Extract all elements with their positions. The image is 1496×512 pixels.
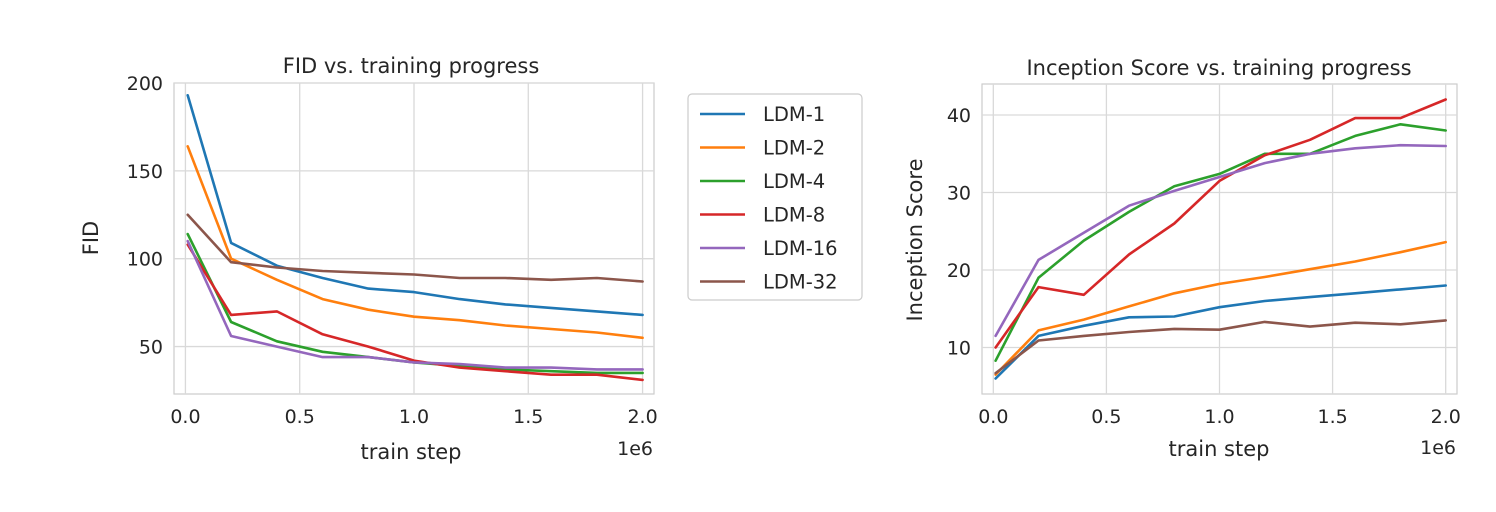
inception-series-ldm-8 (994, 98, 1447, 349)
inception-series-ldm-16 (994, 143, 1447, 338)
inception-chart: 0.0 0.5 1.0 1.5 2.0 10 20 30 40 Inception Score … (903, 56, 1461, 461)
inception-lines (994, 98, 1447, 380)
inception-series-ldm-1 (994, 284, 1447, 380)
inception-y-tick-label: 20 (947, 260, 971, 282)
fid-xlabel: train step (361, 440, 462, 464)
legend: LDM-1 LDM-2 LDM-4 LDM-8 LDM-16 LDM-32 (687, 93, 863, 301)
fid-ylabel: FID (79, 221, 103, 255)
fid-x-tick-label: 2.0 (627, 406, 657, 428)
inception-series-ldm-4 (994, 123, 1447, 363)
fid-series-ldm-1 (186, 94, 644, 317)
legend-label: LDM-16 (763, 237, 838, 260)
inception-chart-title: Inception Score vs. training progress (1026, 56, 1411, 80)
fid-x-tick-label: 0.5 (285, 406, 315, 428)
fid-series-ldm-32 (186, 213, 644, 283)
inception-x-tick-label: 0.5 (1091, 406, 1121, 428)
inception-ylabel: Inception Score (903, 158, 927, 321)
inception-y-tick-label: 40 (947, 105, 971, 127)
fid-grid (174, 82, 654, 394)
legend-label: LDM-2 (763, 137, 825, 160)
fid-series-ldm-16 (186, 239, 644, 371)
fid-x-offset-label: 1e6 (617, 438, 653, 460)
inception-grid (982, 84, 1457, 394)
fid-lines (186, 94, 644, 382)
inception-series-ldm-32 (994, 319, 1447, 375)
fid-ticks: 0.0 0.5 1.0 1.5 2.0 50 100 150 200 (127, 73, 658, 428)
fid-y-tick-label: 50 (139, 337, 163, 359)
fid-chart-title: FID vs. training progress (283, 54, 540, 78)
inception-y-tick-label: 30 (947, 183, 971, 205)
fid-y-tick-label: 200 (127, 73, 163, 95)
fid-y-tick-label: 100 (127, 249, 163, 271)
legend-label: LDM-4 (763, 170, 825, 193)
fid-x-tick-label: 1.5 (513, 406, 543, 428)
fid-x-tick-label: 0.0 (170, 406, 200, 428)
fid-series-ldm-2 (186, 145, 644, 340)
fid-series-ldm-8 (186, 243, 644, 382)
legend-label: LDM-8 (763, 204, 825, 227)
inception-series-ldm-2 (994, 240, 1447, 376)
inception-x-tick-label: 2.0 (1431, 406, 1461, 428)
legend-label: LDM-1 (763, 103, 825, 126)
legend-label: LDM-32 (763, 271, 838, 294)
inception-xlabel: train step (1169, 437, 1270, 461)
inception-x-tick-label: 0.0 (978, 406, 1008, 428)
fid-y-tick-label: 150 (127, 161, 163, 183)
inception-x-tick-label: 1.5 (1317, 406, 1347, 428)
inception-x-offset-label: 1e6 (1420, 437, 1456, 459)
fid-x-tick-label: 1.0 (399, 406, 429, 428)
fid-chart: 0.0 0.5 1.0 1.5 2.0 50 100 150 200 FID vs. train… (79, 54, 658, 464)
inception-x-tick-label: 1.0 (1204, 406, 1234, 428)
inception-y-tick-label: 10 (947, 338, 971, 360)
inception-ticks: 0.0 0.5 1.0 1.5 2.0 10 20 30 40 (947, 105, 1461, 428)
